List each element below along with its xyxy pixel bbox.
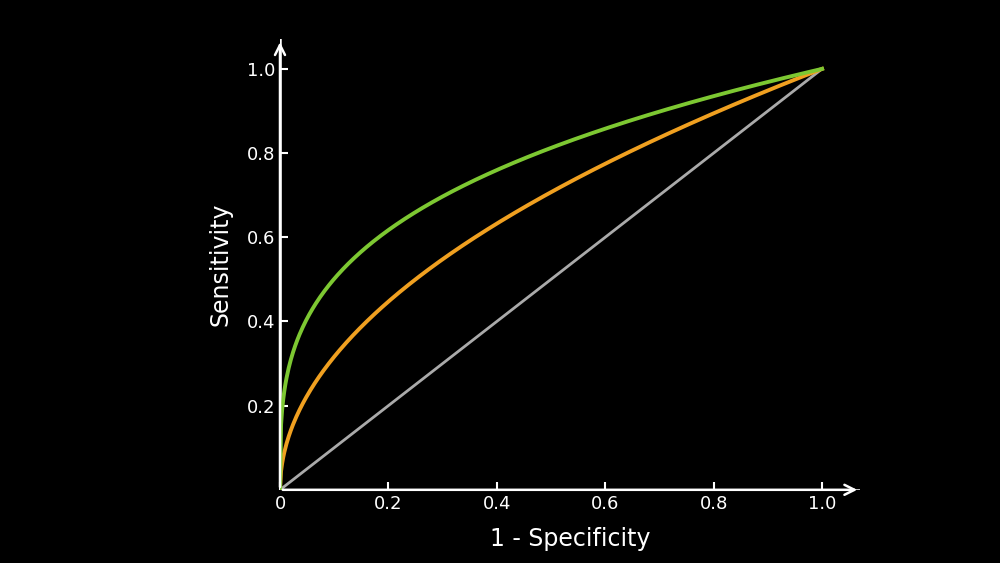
X-axis label: 1 - Specificity: 1 - Specificity	[490, 526, 650, 551]
Y-axis label: Sensitivity: Sensitivity	[209, 203, 233, 327]
